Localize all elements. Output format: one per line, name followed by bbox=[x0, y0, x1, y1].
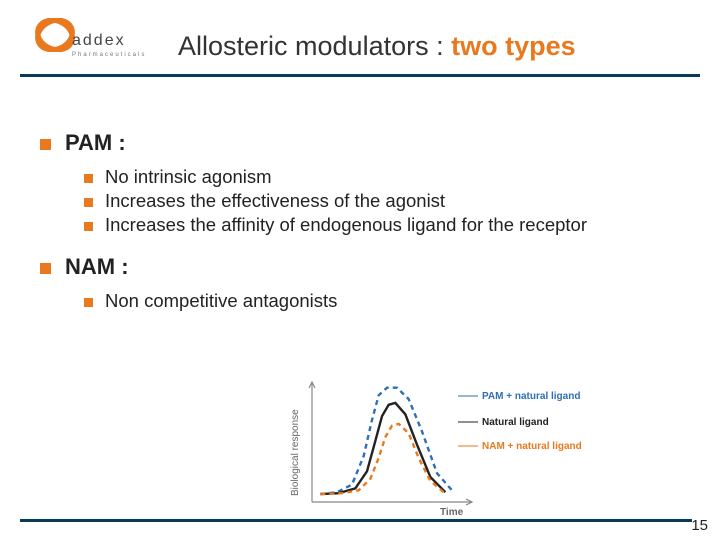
section-heading-text: PAM : bbox=[65, 130, 126, 156]
svg-text:PAM + natural ligand: PAM + natural ligand bbox=[482, 391, 580, 402]
bullet-icon bbox=[84, 298, 93, 307]
list-item: Increases the effectiveness of the agoni… bbox=[84, 190, 700, 212]
logo-wordmark: addex bbox=[72, 32, 126, 50]
page-number: 15 bbox=[691, 517, 708, 534]
response-chart: Biological response Time PAM + natural lig… bbox=[282, 378, 602, 516]
list-item-text: Non competitive antagonists bbox=[105, 290, 337, 312]
section-heading-nam: NAM : bbox=[40, 254, 700, 280]
pam-items: No intrinsic agonism Increases the effec… bbox=[84, 166, 700, 236]
bullet-icon bbox=[40, 263, 51, 274]
svg-text:NAM + natural ligand: NAM + natural ligand bbox=[482, 441, 582, 452]
nam-items: Non competitive antagonists bbox=[84, 290, 700, 312]
list-item: No intrinsic agonism bbox=[84, 166, 700, 188]
svg-text:Time: Time bbox=[440, 507, 464, 516]
title-plain: Allosteric modulators : bbox=[178, 31, 451, 61]
body: PAM : No intrinsic agonism Increases the… bbox=[40, 130, 700, 330]
list-item-text: Increases the effectiveness of the agoni… bbox=[105, 190, 445, 212]
section-heading-text: NAM : bbox=[65, 254, 129, 280]
header: addex Pharmaceuticals Allosteric modulat… bbox=[28, 18, 700, 74]
section-heading-pam: PAM : bbox=[40, 130, 700, 156]
chart-svg: Biological response Time PAM + natural lig… bbox=[282, 378, 602, 516]
bullet-icon bbox=[84, 222, 93, 231]
footer-rule bbox=[20, 519, 692, 522]
logo: addex Pharmaceuticals bbox=[28, 18, 158, 74]
logo-mark-icon bbox=[34, 18, 76, 52]
bullet-icon bbox=[84, 198, 93, 207]
logo-subtext: Pharmaceuticals bbox=[72, 52, 146, 58]
slide: addex Pharmaceuticals Allosteric modulat… bbox=[0, 0, 720, 540]
list-item-text: No intrinsic agonism bbox=[105, 166, 272, 188]
list-item: Non competitive antagonists bbox=[84, 290, 700, 312]
title-accent: two types bbox=[451, 31, 576, 61]
bullet-icon bbox=[84, 174, 93, 183]
header-rule bbox=[20, 74, 700, 77]
svg-text:Natural ligand: Natural ligand bbox=[482, 417, 549, 428]
page-title: Allosteric modulators : two types bbox=[178, 31, 576, 62]
list-item-text: Increases the affinity of endogenous lig… bbox=[105, 214, 587, 236]
bullet-icon bbox=[40, 139, 51, 150]
list-item: Increases the affinity of endogenous lig… bbox=[84, 214, 700, 236]
svg-text:Biological response: Biological response bbox=[290, 409, 301, 496]
